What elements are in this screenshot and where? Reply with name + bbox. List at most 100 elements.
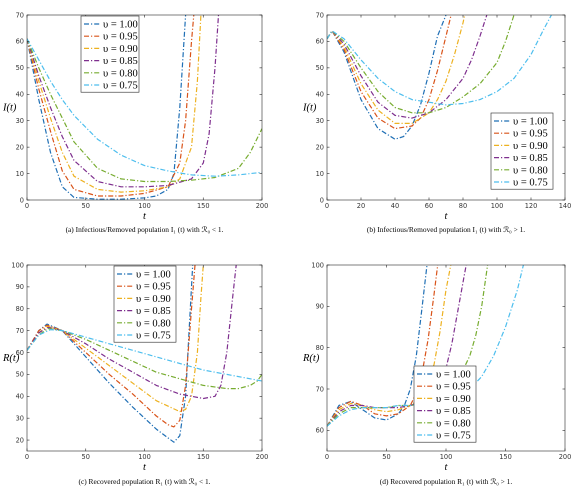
legend: υ = 1.00υ = 0.95υ = 0.90υ = 0.85υ = 0.80… (80, 15, 140, 93)
x-tick-label: 100 (491, 202, 504, 210)
x-tick-label: 100 (440, 453, 453, 461)
series-line-0-85 (327, 15, 488, 119)
y-axis-label: R(t) (302, 353, 320, 364)
legend-entry-label: υ = 0.85 (136, 306, 171, 317)
series-line-0-90 (327, 265, 452, 427)
panel-a: 0 50 100 150 200 0 10 20 30 40 50 60 70 t I(t) υ = 1.00… (2, 11, 268, 234)
y-tick-label: 30 (16, 117, 24, 125)
x-tick-label: 0 (325, 453, 329, 461)
x-axis-label: t (143, 462, 147, 473)
series-line-0-85 (327, 265, 467, 427)
y-tick-label: 100 (311, 261, 324, 269)
y-axis-label: I(t) (302, 103, 317, 114)
x-tick-label: 20 (357, 202, 365, 210)
legend-entry-label: υ = 0.80 (513, 165, 548, 176)
panel-caption: (c) Recovered population R₁ (t) with ℛ₀ … (79, 477, 211, 486)
x-tick-label: 200 (256, 202, 269, 210)
series-line-0-95 (327, 265, 439, 427)
series-line-0-80 (327, 15, 515, 114)
legend-entry-label: υ = 0.95 (136, 282, 171, 293)
y-tick-label: 40 (16, 91, 24, 99)
series-line-0-90 (27, 15, 202, 193)
panel-caption: (a) Infectious/Removed population I₁ (t)… (66, 225, 224, 234)
x-axis-label: t (445, 211, 449, 222)
x-tick-label: 80 (459, 202, 467, 210)
legend-entry-label: υ = 0.85 (513, 153, 548, 164)
legend: υ = 1.00υ = 0.95υ = 0.90υ = 0.85υ = 0.80… (113, 265, 177, 343)
y-tick-label: 50 (316, 64, 324, 72)
x-tick-label: 0 (25, 202, 29, 210)
y-tick-label: 60 (316, 427, 324, 435)
legend-box (490, 112, 554, 190)
panel-caption: (b) Infectious/Removed population I₁ (t)… (367, 225, 525, 234)
legend-entry-label: υ = 0.75 (103, 81, 138, 92)
series-line-0-75 (27, 38, 262, 177)
axes-frame (26, 14, 263, 201)
x-tick-label: 150 (499, 453, 512, 461)
y-tick-label: 50 (16, 64, 24, 72)
legend-entry-label: υ = 1.00 (136, 270, 171, 281)
x-tick-label: 0 (325, 202, 329, 210)
legend-entry-label: υ = 0.90 (136, 294, 171, 305)
y-tick-label: 70 (316, 385, 324, 393)
x-tick-label: 200 (256, 453, 269, 461)
y-tick-label: 10 (16, 170, 24, 178)
y-tick-label: 40 (316, 91, 324, 99)
y-tick-label: 50 (16, 371, 24, 379)
legend-entry-label: υ = 1.00 (103, 20, 138, 31)
legend-entry-label: υ = 0.90 (513, 141, 548, 152)
series-line-1-00 (27, 15, 187, 200)
y-axis-label: R(t) (2, 353, 20, 364)
legend-box (413, 365, 477, 443)
x-tick-label: 100 (138, 453, 151, 461)
legend-entry-label: υ = 0.80 (136, 318, 171, 329)
y-tick-label: 60 (16, 38, 24, 46)
x-tick-label: 150 (197, 202, 210, 210)
x-tick-label: 50 (82, 202, 90, 210)
legend-entry-label: υ = 0.75 (436, 431, 471, 442)
series-lines (27, 15, 262, 200)
y-tick-label: 70 (16, 327, 24, 335)
x-tick-label: 60 (425, 202, 433, 210)
y-tick-label: 30 (316, 117, 324, 125)
legend-entry-label: υ = 1.00 (436, 370, 471, 381)
legend-entry-label: υ = 0.85 (436, 406, 471, 417)
series-line-0-75 (327, 15, 552, 106)
x-tick-label: 140 (559, 202, 572, 210)
y-tick-label: 80 (16, 305, 24, 313)
y-tick-label: 20 (16, 436, 24, 444)
axes-frame (326, 14, 566, 201)
y-tick-label: 0 (320, 196, 324, 204)
legend-box (113, 265, 177, 343)
y-tick-label: 80 (316, 344, 324, 352)
y-tick-label: 0 (20, 196, 24, 204)
x-tick-label: 40 (391, 202, 399, 210)
series-line-0-95 (27, 15, 195, 197)
y-tick-label: 60 (316, 38, 324, 46)
legend-entry-label: υ = 0.75 (513, 178, 548, 189)
series-line-0-95 (27, 265, 196, 428)
y-tick-label: 100 (11, 261, 24, 269)
series-line-1-00 (27, 265, 194, 443)
series-line-0-95 (327, 15, 452, 130)
y-tick-label: 20 (16, 143, 24, 151)
series-lines (27, 265, 262, 443)
x-tick-label: 0 (25, 453, 29, 461)
legend-entry-label: υ = 0.95 (103, 32, 138, 43)
legend-entry-label: υ = 0.80 (103, 68, 138, 79)
legend-entry-label: υ = 0.80 (436, 418, 471, 429)
series-line-0-90 (27, 265, 204, 413)
x-tick-label: 50 (382, 453, 390, 461)
y-tick-label: 10 (316, 170, 324, 178)
legend: υ = 1.00υ = 0.95υ = 0.90υ = 0.85υ = 0.80… (490, 112, 554, 190)
x-axis-label: t (143, 211, 147, 222)
x-tick-label: 150 (197, 453, 210, 461)
y-tick-label: 90 (16, 283, 24, 291)
x-tick-label: 50 (82, 453, 90, 461)
legend-box (80, 15, 140, 93)
x-tick-label: 120 (525, 202, 538, 210)
series-line-0-80 (27, 38, 262, 183)
